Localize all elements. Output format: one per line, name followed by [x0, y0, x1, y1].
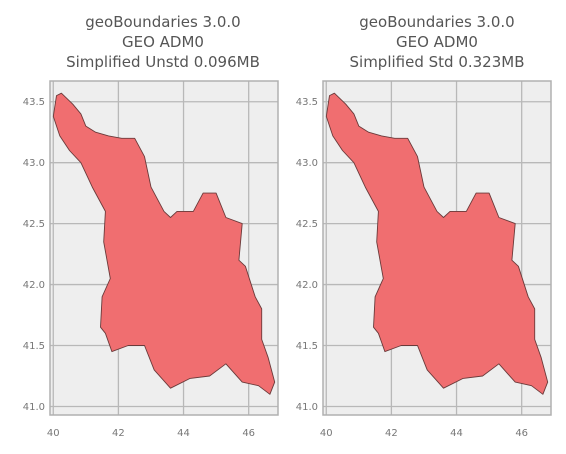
- y-tick-label: 43.5: [23, 97, 45, 108]
- map-panel-unstd: geoBoundaries 3.0.0 GEO ADM0 Simplified …: [23, 13, 279, 439]
- title-line-level: GEO ADM0: [122, 33, 204, 51]
- title-line-variant: Simplified Unstd 0.096MB: [66, 53, 260, 71]
- x-tick-label: 46: [242, 428, 255, 439]
- title-line-variant: Simplified Std 0.323MB: [350, 53, 525, 71]
- x-axis: 40 42 44 46: [47, 428, 255, 439]
- x-tick-label: 42: [385, 428, 398, 439]
- y-tick-label: 42.0: [296, 280, 318, 291]
- plot-frame: [322, 80, 552, 416]
- y-tick-label: 43.0: [296, 158, 318, 169]
- title-line-source: geoBoundaries 3.0.0: [359, 13, 514, 31]
- x-tick-label: 44: [450, 428, 463, 439]
- x-axis: 40 42 44 46: [320, 428, 528, 439]
- y-axis: 43.5 43.0 42.5 42.0 41.5 41.0: [23, 97, 45, 413]
- title-line-level: GEO ADM0: [396, 33, 478, 51]
- boundary-polygon: [52, 92, 276, 395]
- map-panel-std: geoBoundaries 3.0.0 GEO ADM0 Simplified …: [296, 13, 552, 439]
- y-tick-label: 41.5: [23, 341, 45, 352]
- x-tick-label: 40: [47, 428, 60, 439]
- y-tick-label: 41.5: [296, 341, 318, 352]
- y-tick-label: 43.5: [296, 97, 318, 108]
- y-tick-label: 42.5: [23, 219, 45, 230]
- x-tick-label: 40: [320, 428, 333, 439]
- y-tick-label: 42.0: [23, 280, 45, 291]
- x-tick-label: 42: [112, 428, 125, 439]
- y-axis: 43.5 43.0 42.5 42.0 41.5 41.0: [296, 97, 318, 413]
- x-tick-label: 46: [515, 428, 528, 439]
- y-tick-label: 43.0: [23, 158, 45, 169]
- y-tick-label: 42.5: [296, 219, 318, 230]
- boundary-polygon: [325, 92, 549, 395]
- panel-title: geoBoundaries 3.0.0 GEO ADM0 Simplified …: [350, 13, 525, 71]
- panel-title: geoBoundaries 3.0.0 GEO ADM0 Simplified …: [66, 13, 260, 71]
- title-line-source: geoBoundaries 3.0.0: [85, 13, 240, 31]
- plot-frame: [49, 80, 279, 416]
- x-tick-label: 44: [177, 428, 190, 439]
- y-tick-label: 41.0: [23, 402, 45, 413]
- y-tick-label: 41.0: [296, 402, 318, 413]
